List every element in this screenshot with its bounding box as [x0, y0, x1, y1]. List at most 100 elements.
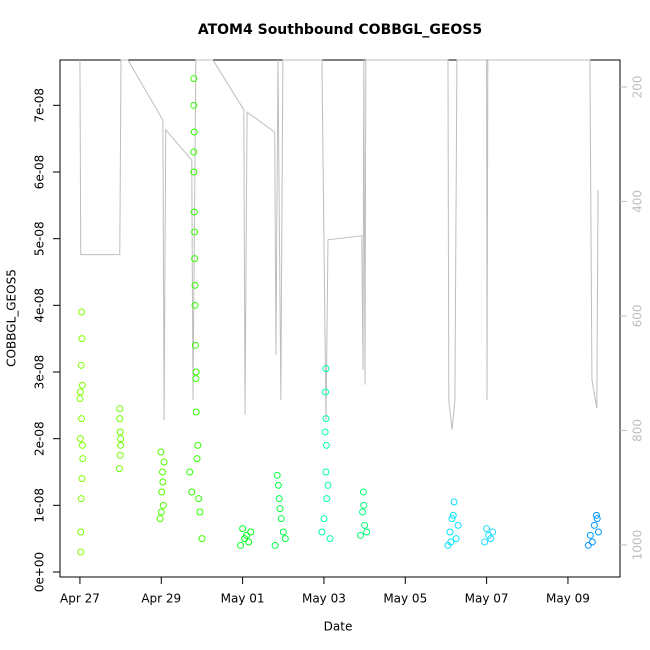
- point: [191, 341, 199, 349]
- point: [116, 415, 124, 423]
- point: [584, 541, 592, 549]
- point: [76, 435, 84, 443]
- point: [274, 481, 282, 489]
- y2-tick-label: 600: [631, 304, 645, 327]
- point: [192, 375, 200, 383]
- point: [281, 535, 289, 543]
- point: [318, 528, 326, 536]
- point: [590, 521, 598, 529]
- point: [191, 228, 199, 236]
- y-tick-label: 0e+00: [33, 552, 47, 592]
- point: [449, 511, 457, 519]
- point: [190, 101, 198, 109]
- point: [158, 488, 166, 496]
- point: [361, 521, 369, 529]
- y2-tick-label: 200: [631, 75, 645, 98]
- chart-title: ATOM4 Southbound COBBGL_GEOS5: [198, 22, 482, 38]
- point: [452, 535, 460, 543]
- plot-frame: [59, 59, 621, 578]
- y-tick-label: 1e-08: [33, 488, 47, 523]
- point: [450, 498, 458, 506]
- point: [116, 451, 124, 459]
- point: [77, 528, 85, 536]
- point: [78, 308, 86, 316]
- point: [322, 441, 330, 449]
- point: [196, 508, 204, 516]
- point: [454, 521, 462, 529]
- point: [78, 415, 86, 423]
- point: [191, 301, 199, 309]
- point: [326, 535, 334, 543]
- point: [237, 541, 245, 549]
- point: [79, 455, 87, 463]
- point: [192, 408, 200, 416]
- y2-tick-label: 800: [631, 419, 645, 442]
- x-tick-label: May 05: [383, 592, 427, 606]
- point: [77, 361, 85, 369]
- point: [190, 128, 198, 136]
- point: [245, 538, 253, 546]
- y-axis-label: COBBGL_GEOS5: [5, 269, 19, 367]
- point: [191, 281, 199, 289]
- y-tick-label: 6e-08: [33, 155, 47, 190]
- y-tick-label: 3e-08: [33, 355, 47, 390]
- point: [159, 478, 167, 486]
- x-tick-label: May 07: [465, 592, 509, 606]
- point: [157, 448, 165, 456]
- point: [76, 388, 84, 396]
- point: [158, 468, 166, 476]
- point: [78, 381, 86, 389]
- point: [359, 508, 367, 516]
- point: [159, 501, 167, 509]
- point: [277, 515, 285, 523]
- point: [446, 528, 454, 536]
- point: [320, 515, 328, 523]
- point: [77, 495, 85, 503]
- point: [594, 528, 602, 536]
- point: [198, 535, 206, 543]
- point: [117, 441, 125, 449]
- point: [190, 208, 198, 216]
- x-tick-label: May 01: [221, 592, 265, 606]
- y2-tick-label: 1000: [631, 530, 645, 561]
- x-tick-label: Apr 29: [141, 592, 181, 606]
- y-tick-label: 4e-08: [33, 288, 47, 323]
- point: [357, 531, 365, 539]
- point: [324, 481, 332, 489]
- point: [115, 465, 123, 473]
- point: [239, 525, 247, 533]
- x-tick-label: May 03: [302, 592, 346, 606]
- point: [190, 148, 198, 156]
- point: [78, 475, 86, 483]
- y2-tick-label: 400: [631, 190, 645, 213]
- point: [360, 501, 368, 509]
- point: [276, 505, 284, 513]
- y-tick-label: 5e-08: [33, 221, 47, 256]
- pressure-line: [79, 59, 599, 430]
- point: [116, 405, 124, 413]
- point: [192, 368, 200, 376]
- point: [322, 388, 330, 396]
- point: [77, 548, 85, 556]
- point: [271, 541, 279, 549]
- point: [448, 515, 456, 523]
- point: [322, 365, 330, 373]
- point: [275, 495, 283, 503]
- point: [157, 508, 165, 516]
- point: [193, 455, 201, 463]
- point: [322, 468, 330, 476]
- point: [194, 441, 202, 449]
- point: [195, 495, 203, 503]
- y-tick-label: 7e-08: [33, 88, 47, 123]
- point: [447, 538, 455, 546]
- point: [481, 538, 489, 546]
- point: [323, 495, 331, 503]
- point: [273, 471, 281, 479]
- point: [487, 535, 495, 543]
- x-axis-label: Date: [324, 620, 353, 634]
- point: [190, 168, 198, 176]
- point: [489, 528, 497, 536]
- point: [78, 335, 86, 343]
